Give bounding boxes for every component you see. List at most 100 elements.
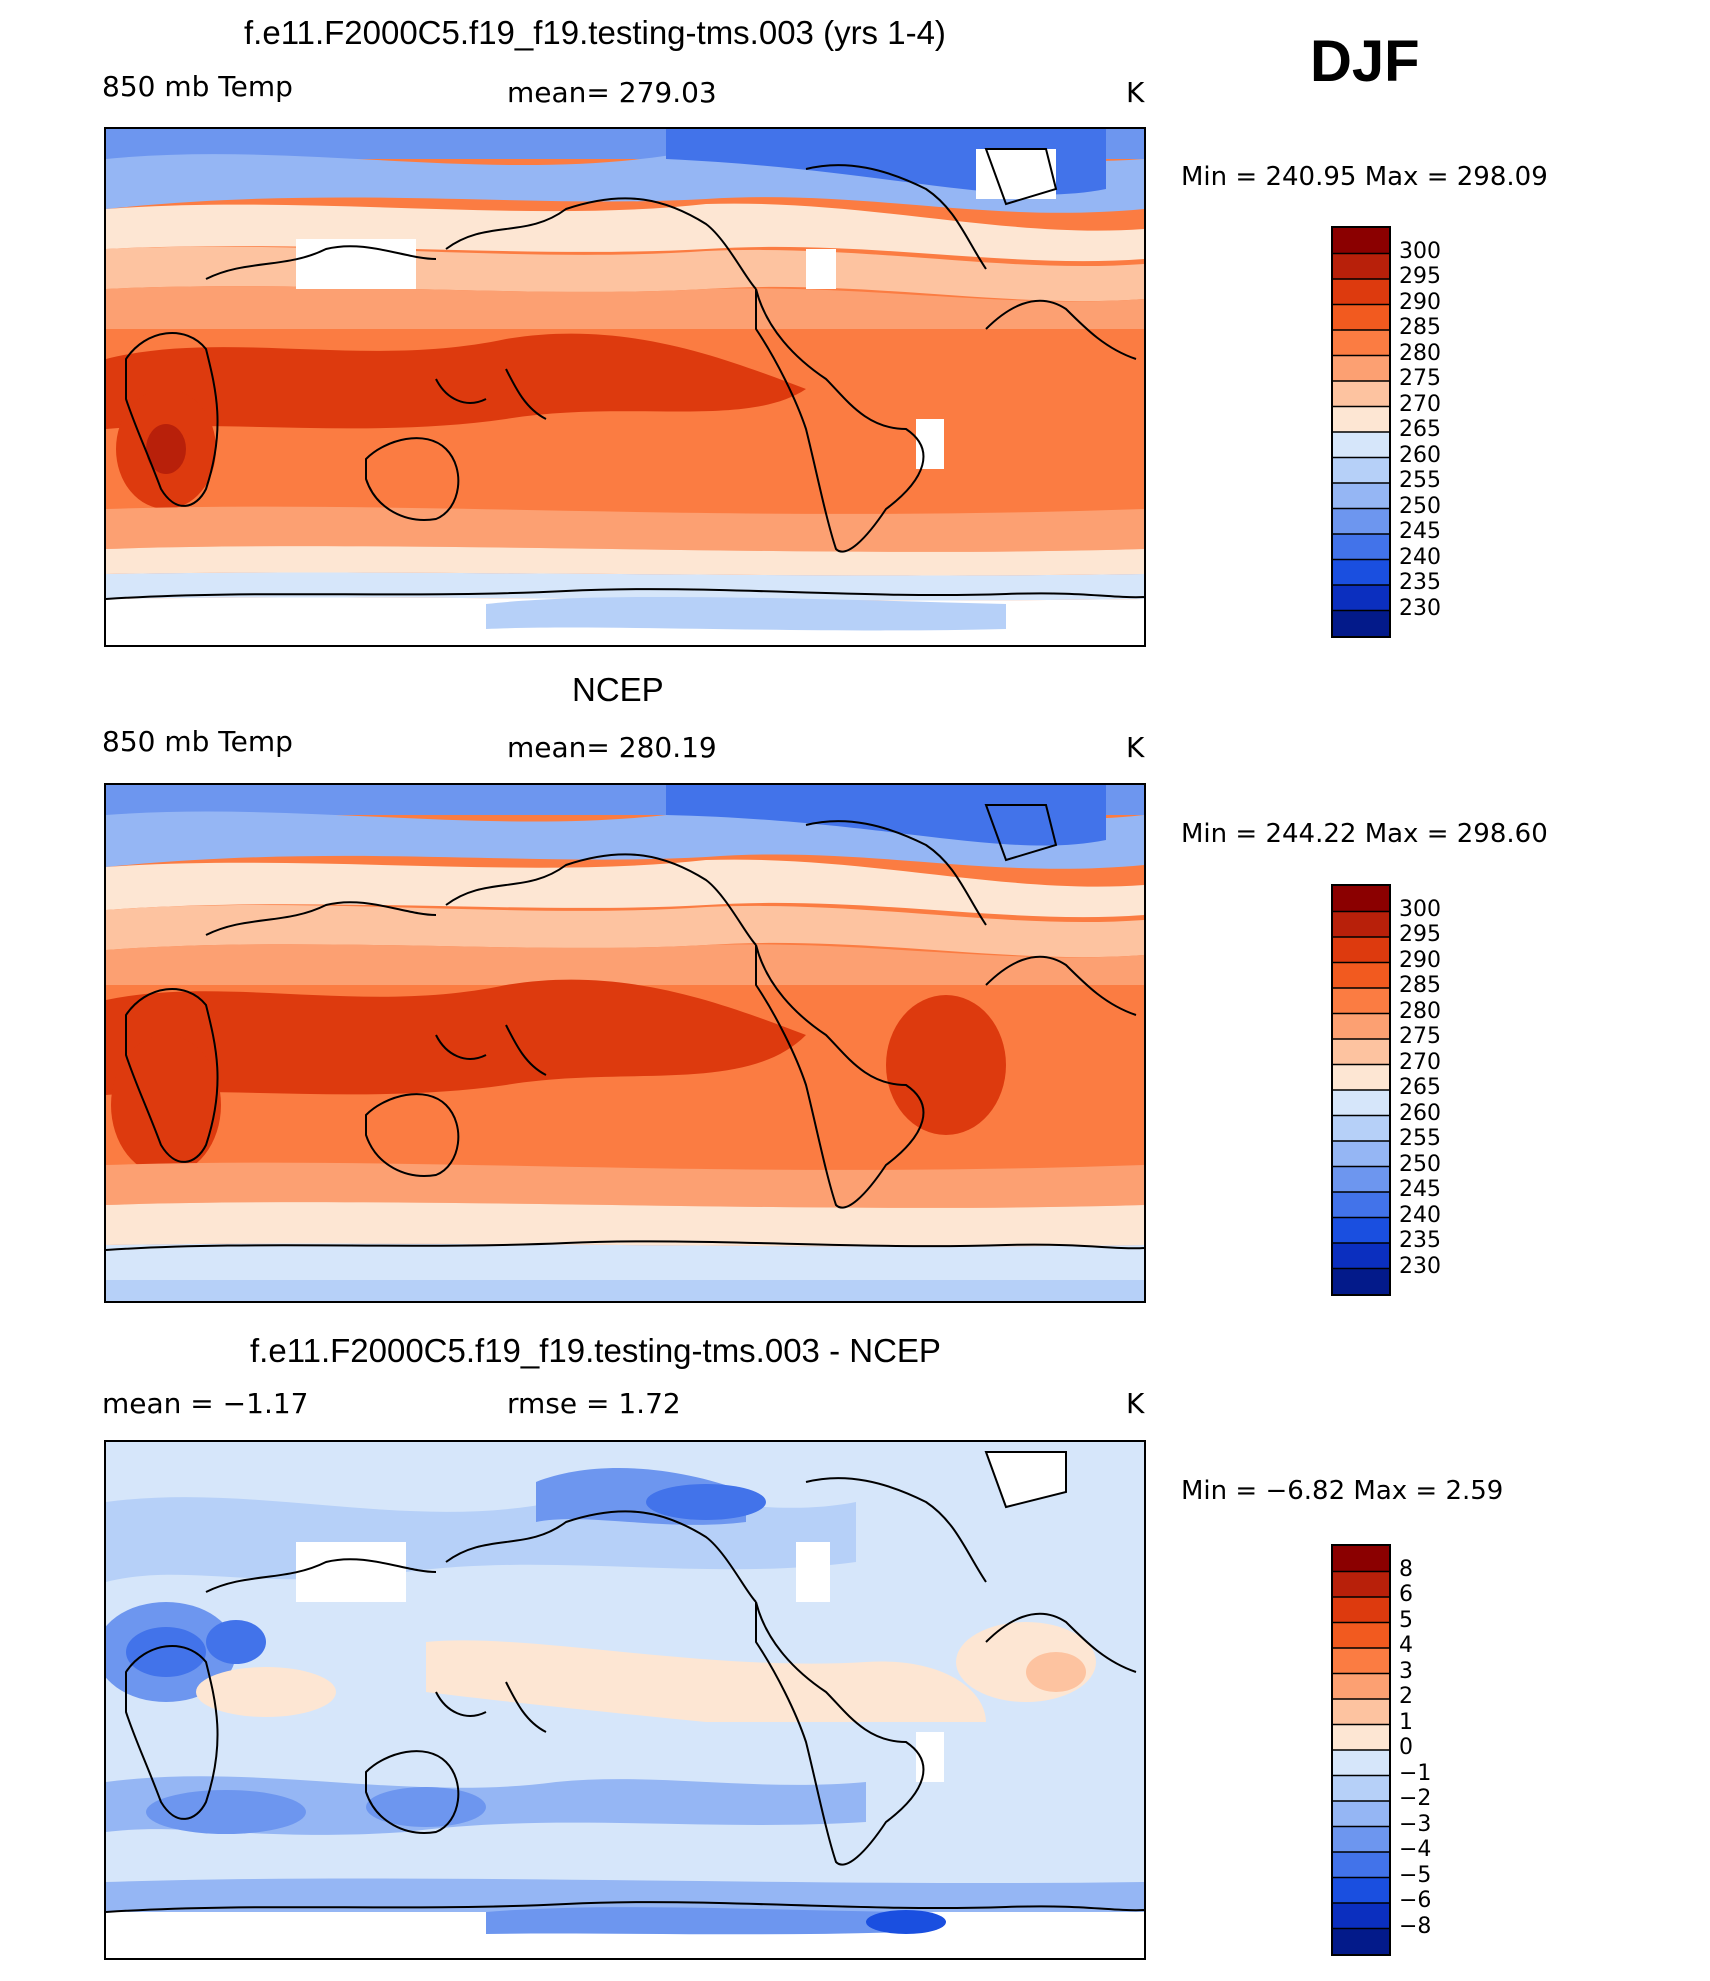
- panel3-colorbar-tick-label: −1: [1399, 1760, 1432, 1786]
- panel2-colorbar-swatch: [1333, 962, 1389, 989]
- panel1-colorbar-swatch: [1333, 585, 1389, 611]
- panel2-colorbar-swatch: [1333, 1141, 1389, 1167]
- panel2-colorbar-swatch: [1333, 988, 1389, 1014]
- panel2-colorbar-swatch: [1333, 1166, 1389, 1193]
- panel1-colorbar-tick-label: 240: [1399, 544, 1441, 570]
- panel1-colorbar-tick-label: 270: [1399, 391, 1441, 417]
- panel3-colorbar-swatch: [1333, 1801, 1389, 1827]
- panel3-rmse-label: rmse = 1.72: [507, 1387, 681, 1420]
- panel3-colorbar-swatch: [1333, 1724, 1389, 1751]
- panel3-colorbar-swatch: [1333, 1877, 1389, 1904]
- panel1-colorbar-swatch: [1333, 559, 1389, 586]
- panel3-colorbar-tick-label: 8: [1399, 1556, 1413, 1582]
- panel2-colorbar-swatch: [1333, 1268, 1389, 1294]
- panel2-colorbar-swatch: [1333, 911, 1389, 938]
- panel3-colorbar-tick-label: 2: [1399, 1684, 1413, 1709]
- panel2-colorbar-tick-label: 295: [1399, 922, 1441, 947]
- panel1-colorbar-swatch: [1333, 304, 1389, 331]
- panel2-colorbar-tick-label: 240: [1399, 1202, 1441, 1228]
- panel3-colorbar-swatch: [1333, 1571, 1389, 1598]
- panel3-colorbar-tick-label: 6: [1399, 1582, 1413, 1607]
- panel3-colorbar-tick-label: −5: [1399, 1862, 1432, 1888]
- panel1-map-graphic: [106, 129, 1144, 645]
- panel1-colorbar-graphic: [1333, 228, 1389, 636]
- panel1-colorbar-labels: 300 295 290 285 280 275 270 265 260 255 250 245 240 2…: [1399, 226, 1479, 638]
- panel2-colorbar-tick-label: 260: [1399, 1100, 1441, 1126]
- panel3-colorbar-tick-label: 0: [1399, 1735, 1413, 1760]
- panel1-colorbar-tick-label: 300: [1399, 238, 1441, 264]
- panel1-colorbar-swatch: [1333, 534, 1389, 560]
- panel1-colorbar-tick-label: 250: [1399, 493, 1441, 519]
- panel1-units: K: [1126, 76, 1145, 109]
- panel3-minmax: Min = −6.82 Max = 2.59: [1181, 1476, 1504, 1506]
- panel1-map: [104, 127, 1146, 647]
- panel2-colorbar-swatch: [1333, 1115, 1389, 1142]
- panel2-colorbar-tick-label: 230: [1399, 1253, 1441, 1279]
- panel3-colorbar-swatch: [1333, 1648, 1389, 1674]
- panel2-colorbar-swatch: [1333, 1217, 1389, 1244]
- panel2-colorbar-tick-label: 290: [1399, 947, 1441, 973]
- panel3-colorbar-swatch: [1333, 1699, 1389, 1725]
- panel2-colorbar-tick-label: 300: [1399, 896, 1441, 922]
- panel3-colorbar-swatch: [1333, 1673, 1389, 1700]
- panel1-colorbar-tick-label: 290: [1399, 289, 1441, 315]
- panel3-colorbar-swatch: [1333, 1928, 1389, 1954]
- panel2-colorbar-tick-label: 280: [1399, 998, 1441, 1024]
- panel2-colorbar-tick-label: 285: [1399, 973, 1441, 998]
- panel2-colorbar-tick-label: 250: [1399, 1151, 1441, 1177]
- panel1-colorbar-swatch: [1333, 228, 1389, 254]
- panel2-colorbar-tick-label: 275: [1399, 1024, 1441, 1049]
- panel1-colorbar-tick-label: 235: [1399, 570, 1441, 595]
- panel3-colorbar-tick-label: −8: [1399, 1913, 1432, 1939]
- panel1-colorbar-swatch: [1333, 406, 1389, 433]
- panel1-colorbar-swatch: [1333, 483, 1389, 509]
- panel1-colorbar: [1331, 226, 1391, 638]
- panel1-colorbar-swatch: [1333, 381, 1389, 407]
- panel3-map: [104, 1440, 1146, 1960]
- panel2-colorbar-tick-label: 255: [1399, 1126, 1441, 1151]
- panel2-map-graphic: [106, 785, 1144, 1301]
- panel1-colorbar-tick-label: 295: [1399, 264, 1441, 289]
- panel1-colorbar-swatch: [1333, 253, 1389, 280]
- panel3-colorbar-swatch: [1333, 1852, 1389, 1878]
- panel3-map-graphic: [106, 1442, 1144, 1958]
- panel1-colorbar-swatch: [1333, 508, 1389, 535]
- panel1-colorbar-tick-label: 285: [1399, 315, 1441, 340]
- panel3-colorbar-swatch: [1333, 1775, 1389, 1802]
- panel2-title: NCEP: [572, 671, 664, 708]
- panel2-colorbar-tick-label: 265: [1399, 1075, 1441, 1100]
- panel3-colorbar-tick-label: −2: [1399, 1786, 1432, 1811]
- panel2-colorbar-tick-label: 235: [1399, 1228, 1441, 1253]
- season-label: DJF: [1310, 29, 1420, 94]
- panel1-mean-label: mean= 279.03: [507, 76, 717, 109]
- panel2-colorbar-swatch: [1333, 1192, 1389, 1218]
- panel3-colorbar-swatch: [1333, 1622, 1389, 1649]
- panel1-colorbar-swatch: [1333, 432, 1389, 458]
- panel3-colorbar-swatch: [1333, 1546, 1389, 1572]
- panel3-colorbar-swatch: [1333, 1826, 1389, 1853]
- panel2-colorbar-tick-label: 270: [1399, 1049, 1441, 1075]
- panel1-colorbar-tick-label: 230: [1399, 595, 1441, 621]
- panel1-colorbar-swatch: [1333, 355, 1389, 382]
- panel1-colorbar-tick-label: 245: [1399, 519, 1441, 544]
- panel2-colorbar-swatch: [1333, 1064, 1389, 1091]
- panel1-colorbar-tick-label: 265: [1399, 417, 1441, 442]
- panel3-colorbar-tick-label: 1: [1399, 1709, 1413, 1735]
- panel2-colorbar-graphic: [1333, 886, 1389, 1294]
- panel3-colorbar-tick-label: 4: [1399, 1633, 1413, 1658]
- panel1-title: f.e11.F2000C5.f19_f19.testing-tms.003 (y…: [244, 14, 946, 51]
- panel1-colorbar-swatch: [1333, 610, 1389, 636]
- panel2-units: K: [1126, 731, 1145, 764]
- panel2-colorbar-swatch: [1333, 1243, 1389, 1269]
- panel1-colorbar-swatch: [1333, 279, 1389, 305]
- panel2-colorbar: [1331, 884, 1391, 1296]
- panel1-colorbar-swatch: [1333, 330, 1389, 356]
- panel1-colorbar-swatch: [1333, 457, 1389, 484]
- panel3-colorbar-swatch: [1333, 1597, 1389, 1623]
- panel3-colorbar: [1331, 1544, 1391, 1956]
- panel3-colorbar-tick-label: −6: [1399, 1888, 1432, 1913]
- panel3-colorbar-labels: 8 6 5 4 3 2 1 0 −1 −2 −3 −4 −5 −6 −8: [1399, 1544, 1479, 1956]
- panel2-colorbar-swatch: [1333, 1013, 1389, 1040]
- panel1-left-label: 850 mb Temp: [102, 70, 293, 103]
- panel3-colorbar-tick-label: −4: [1399, 1837, 1432, 1862]
